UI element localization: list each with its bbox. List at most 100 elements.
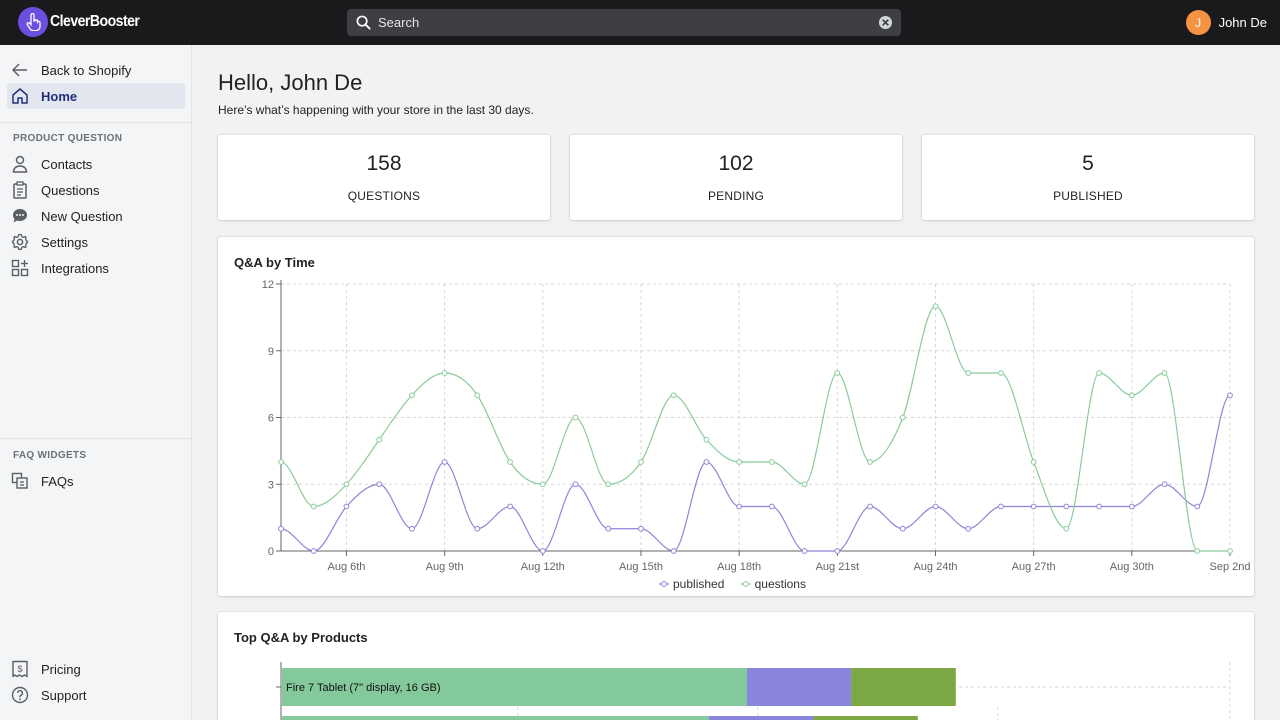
x-tick-label: Aug 24th (913, 561, 957, 573)
data-point-published (376, 481, 383, 488)
data-point-questions (408, 392, 415, 399)
data-point-published (572, 481, 579, 488)
data-point-questions (572, 414, 579, 421)
sidebar-item-questions[interactable]: Questions (7, 177, 185, 203)
bar-segment (282, 716, 710, 720)
data-point-questions (278, 459, 284, 465)
sidebar-item-pricing[interactable]: $ Pricing (7, 656, 185, 682)
gear-icon (10, 232, 30, 252)
clipboard-icon (10, 180, 30, 200)
data-point-published (474, 525, 481, 532)
y-tick-label: 9 (268, 346, 274, 358)
arrow-left-icon (10, 60, 30, 80)
home-icon (10, 86, 30, 106)
x-tick-label: Aug 6th (327, 561, 365, 573)
data-point-published (638, 525, 644, 532)
data-point-questions (998, 370, 1004, 376)
data-point-questions (310, 503, 317, 510)
data-point-questions (1161, 370, 1168, 376)
x-tick-label: Sep 2nd (1210, 561, 1251, 573)
user-menu[interactable]: J John De (1185, 10, 1267, 35)
data-point-published (670, 548, 677, 554)
sidebar-divider (0, 122, 191, 123)
data-point-questions (768, 459, 775, 465)
data-point-published (605, 525, 612, 532)
data-point-questions (1227, 548, 1233, 554)
search-input[interactable] (378, 15, 868, 30)
data-point-published (1227, 392, 1233, 399)
y-tick-label: 12 (262, 279, 274, 291)
sidebar-item-label: Home (41, 88, 78, 104)
sidebar-divider (0, 438, 191, 439)
sidebar-item-contacts[interactable]: Contacts (7, 151, 185, 177)
sidebar-item-back-to-shopify[interactable]: Back to Shopify (7, 57, 185, 83)
x-tick-label: Aug 30th (1110, 561, 1154, 573)
data-point-questions (899, 414, 906, 421)
data-point-published (310, 548, 317, 554)
section-title-faq-widgets: FAQ WIDGETS (13, 450, 87, 461)
search-bar[interactable] (347, 9, 901, 36)
y-tick-label: 0 (268, 546, 274, 558)
page-subtitle: Here’s what’s happening with your store … (218, 103, 534, 117)
svg-text:$: $ (17, 664, 22, 674)
bar-segment (282, 668, 748, 706)
sidebar-item-label: Support (41, 687, 87, 703)
sidebar-item-new-question[interactable]: New Question (7, 203, 185, 229)
legend-label-questions: questions (755, 577, 806, 591)
data-point-questions (441, 370, 448, 376)
search-icon (356, 15, 371, 30)
stat-card-published: 5 PUBLISHED (922, 135, 1254, 220)
section-title-product-question: PRODUCT QUESTION (13, 133, 123, 144)
sidebar-item-label: Questions (41, 182, 100, 198)
sidebar-item-label: Integrations (41, 260, 109, 276)
stat-card-pending: 102 PENDING (570, 135, 902, 220)
data-point-published (768, 503, 775, 510)
x-tick-label: Aug 9th (426, 561, 464, 573)
data-point-published (867, 503, 873, 510)
data-point-questions (376, 436, 383, 443)
top-products-bar-chart: Fire 7 Tablet (7" display, 16 GB) (276, 662, 1231, 720)
data-point-published (1161, 481, 1168, 488)
data-point-questions (1194, 548, 1201, 554)
stat-label: PUBLISHED (1053, 189, 1123, 203)
data-point-questions (1030, 459, 1037, 465)
sidebar-item-integrations[interactable]: Integrations (7, 255, 185, 281)
y-tick-label: 3 (268, 479, 274, 491)
stat-label: PENDING (707, 189, 765, 203)
data-point-published (278, 525, 284, 532)
legend-marker-published (661, 581, 667, 587)
sidebar-item-settings[interactable]: Settings (7, 229, 185, 255)
app-logo[interactable]: CleverBooster (18, 7, 152, 37)
legend-marker-questions (742, 581, 749, 587)
data-point-questions (670, 392, 677, 399)
data-point-published (1030, 503, 1037, 510)
stat-value: 158 (366, 152, 402, 175)
sidebar-item-label: Pricing (41, 661, 81, 677)
x-tick-label: Aug 27th (1012, 561, 1056, 573)
y-tick-label: 6 (268, 413, 274, 425)
data-point-published (343, 503, 350, 510)
question-circle-icon (10, 685, 30, 705)
data-point-questions (343, 481, 350, 488)
data-point-questions (703, 436, 710, 443)
data-point-published (1063, 503, 1070, 510)
data-point-published (965, 525, 972, 532)
sidebar-item-support[interactable]: Support (7, 682, 185, 708)
data-point-questions (834, 370, 841, 376)
person-icon (10, 154, 30, 174)
top-qa-by-products-panel: Top Q&A by Products Fire 7 Tablet (7" di… (218, 612, 1254, 720)
data-point-published (1194, 503, 1201, 510)
series-line-questions (280, 305, 1230, 552)
sidebar-item-home[interactable]: Home (7, 83, 185, 109)
sidebar-item-faqs[interactable]: FAQs (7, 468, 185, 494)
top-bar: CleverBooster J John De (0, 0, 1280, 45)
data-point-published (736, 503, 743, 510)
data-point-published (539, 548, 546, 554)
data-point-questions (801, 481, 808, 488)
clear-search-icon[interactable] (878, 15, 893, 30)
data-point-questions (638, 459, 644, 465)
data-point-published (703, 459, 710, 465)
sidebar-item-label: Contacts (41, 156, 93, 172)
avatar: J (1185, 10, 1211, 35)
data-point-questions (965, 370, 972, 376)
